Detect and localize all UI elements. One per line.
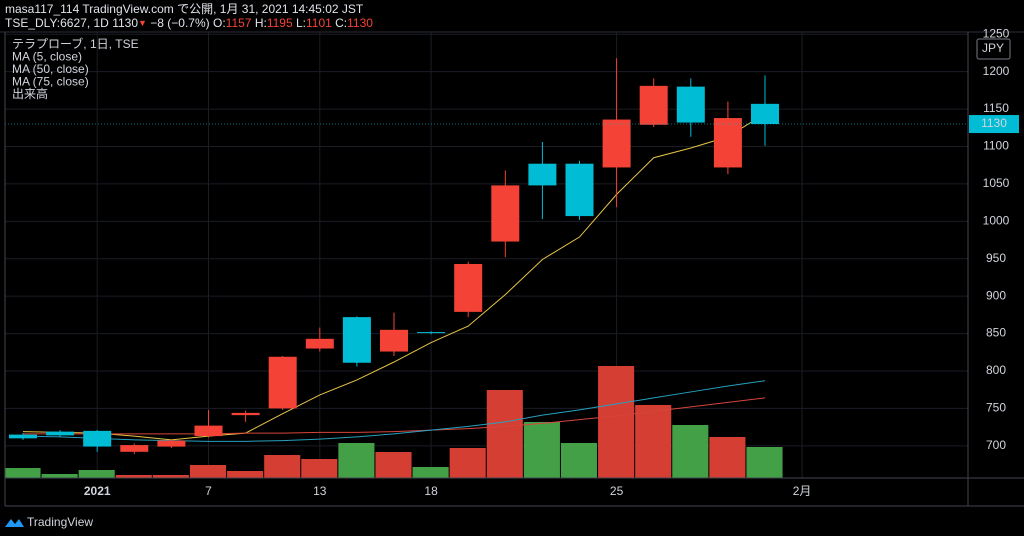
y-tick-label: 1150 <box>983 101 1009 115</box>
candle-body <box>751 103 779 125</box>
close-label: C: <box>335 16 347 30</box>
y-tick-label: 850 <box>986 326 1006 340</box>
y-tick-label: 1200 <box>983 64 1010 78</box>
candle-body <box>380 329 408 352</box>
volume-bar <box>152 475 189 478</box>
x-tick-label: 18 <box>424 484 438 498</box>
candle-body <box>713 118 742 168</box>
candle-body <box>602 119 631 168</box>
candle-body <box>157 440 186 447</box>
ma-line <box>23 397 766 435</box>
volume-bar <box>227 471 264 478</box>
candle-body <box>639 85 668 125</box>
y-tick-label: 900 <box>986 288 1006 302</box>
volume-bar <box>301 459 338 478</box>
volume-bar <box>486 390 523 478</box>
candle-body <box>342 317 371 363</box>
volume-bar <box>635 405 672 478</box>
candle-body <box>676 86 705 123</box>
volume-bar <box>598 366 635 478</box>
y-tick-label: 950 <box>986 251 1006 265</box>
candle-body <box>120 445 149 452</box>
volume-bar <box>412 467 449 478</box>
y-tick-label: 1100 <box>983 139 1009 153</box>
legend-entry: MA (5, close) <box>12 50 82 64</box>
last-price-label: 1130 <box>981 116 1007 130</box>
volume-bar <box>189 465 227 478</box>
x-tick-label: 25 <box>610 484 624 498</box>
candle-body <box>83 430 112 447</box>
close-value: 1130 <box>347 16 373 30</box>
chart-title: masa117_114 TradingView.com で公開, 1月 31, … <box>5 2 364 16</box>
symbol-info: TSE_DLY:6627, 1D 1130▼ −8 (−0.7%) O:1157… <box>5 16 373 30</box>
candle-body <box>565 163 594 217</box>
y-tick-label: 700 <box>986 438 1006 452</box>
volume-bar <box>78 470 115 478</box>
plot-area <box>4 32 968 478</box>
volume-bar <box>375 452 412 478</box>
candle-body <box>268 356 297 409</box>
volume-bar <box>709 437 746 478</box>
volume-bar <box>746 447 783 478</box>
volume-bar <box>523 422 560 478</box>
y-tick-label: 800 <box>986 363 1006 377</box>
symbol: TSE_DLY:6627, 1D <box>5 16 109 30</box>
ma-line <box>22 113 766 441</box>
volume-bar <box>41 474 78 478</box>
last-price-box <box>969 115 1019 134</box>
legend-entry: 出来高 <box>12 86 48 101</box>
y-tick-label: 750 <box>986 401 1006 415</box>
volume-bar <box>4 468 41 478</box>
price: 1130 <box>112 16 138 30</box>
header-bg <box>0 0 1024 32</box>
y-tick-label: 1000 <box>983 213 1010 227</box>
legend-entry: MA (75, close) <box>12 75 89 89</box>
change: −8 (−0.7%) <box>150 16 209 30</box>
legend-title: テラプローブ, 1日, TSE <box>12 36 139 51</box>
watermark: TradingView <box>5 515 93 529</box>
open-label: O: <box>213 16 226 30</box>
high-value: 1195 <box>267 16 293 30</box>
low-value: 1101 <box>306 16 332 30</box>
legend-entry: MA (50, close) <box>12 62 89 76</box>
volume-bar <box>672 425 709 478</box>
candle-body <box>454 263 483 312</box>
x-tick-label: 7 <box>205 484 212 498</box>
volume-bar <box>338 443 375 478</box>
volume-bar <box>560 443 598 478</box>
candle-body <box>231 412 260 416</box>
x-tick-label: 2月 <box>793 484 812 498</box>
ma-line <box>22 380 766 442</box>
y-tick-label: 1250 <box>983 26 1010 40</box>
arrow: ▼ <box>138 18 147 28</box>
watermark-text: TradingView <box>27 515 93 529</box>
volume-bar <box>115 475 152 478</box>
candle-body <box>417 332 446 334</box>
x-tick-label: 2021 <box>84 484 111 498</box>
candle-body <box>9 434 37 439</box>
candle-body <box>305 338 334 349</box>
y-tick-label: 1050 <box>983 176 1010 190</box>
candle-body <box>491 185 520 242</box>
currency-box <box>976 38 1011 60</box>
volume-bar <box>264 455 301 478</box>
logo <box>5 519 24 527</box>
currency: JPY <box>982 41 1004 55</box>
candle-body <box>528 163 557 186</box>
candle-body <box>46 431 75 436</box>
volume-bar <box>449 448 486 478</box>
low-label: L: <box>296 16 306 30</box>
open-value: 1157 <box>226 16 252 30</box>
x-tick-label: 13 <box>313 484 327 498</box>
high-label: H: <box>255 16 267 30</box>
candle-body <box>194 425 223 437</box>
